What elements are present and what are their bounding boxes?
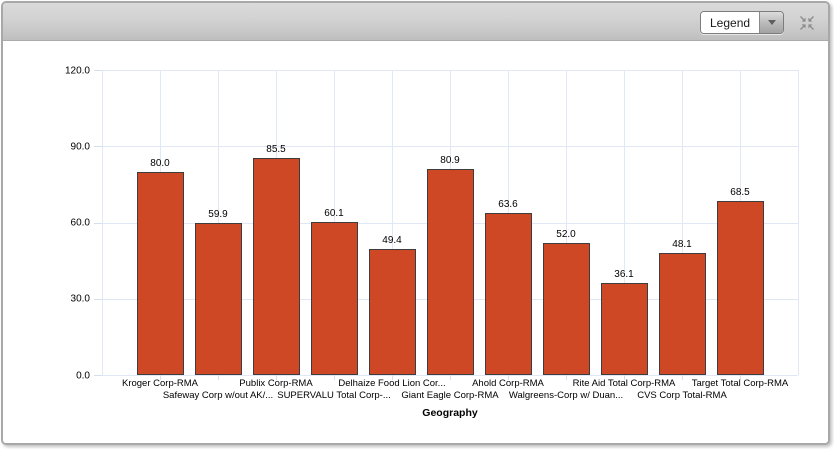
bar[interactable] [600, 283, 648, 375]
legend-dropdown[interactable]: Legend [700, 11, 784, 34]
bar[interactable] [484, 213, 532, 375]
y-tick-label: 0.0 [76, 370, 90, 381]
legend-dropdown-value[interactable]: Legend [701, 12, 759, 33]
collapse-arrows-icon [800, 16, 814, 30]
y-axis-line [102, 70, 103, 375]
x-axis-tick [740, 375, 741, 380]
x-category-label: Rite Aid Total Corp-RMA [572, 378, 676, 389]
bar[interactable] [194, 222, 242, 375]
x-category-label: Target Total Corp-RMA [691, 378, 789, 389]
x-category-label: SUPERVALU Total Corp-... [277, 390, 391, 401]
y-axis-tick [94, 375, 102, 376]
x-gridline [566, 70, 567, 375]
chevron-down-icon [767, 20, 776, 25]
bar[interactable] [252, 157, 300, 375]
bar-value-label: 68.5 [730, 186, 750, 198]
x-axis-tick [566, 375, 567, 380]
x-category-label: Delhaize Food Lion Cor... [338, 378, 446, 389]
x-axis-tick [508, 375, 509, 380]
bar-value-label: 60.1 [324, 208, 344, 220]
x-category-label: Ahold Corp-RMA [472, 378, 544, 389]
x-gridline [392, 70, 393, 375]
x-gridline [218, 70, 219, 375]
x-axis-tick [218, 375, 219, 380]
bar-value-label: 52.0 [556, 228, 576, 240]
x-gridline [682, 70, 683, 375]
bar[interactable] [716, 200, 764, 375]
bar-value-label: 48.1 [672, 238, 692, 250]
bar-value-label: 80.0 [150, 157, 170, 169]
bar[interactable] [136, 171, 184, 375]
x-axis-tick [392, 375, 393, 380]
y-tick-label: 30.0 [70, 293, 90, 305]
x-axis-tick [334, 375, 335, 380]
bar[interactable] [310, 222, 358, 375]
x-axis-tick [624, 375, 625, 380]
bar[interactable] [542, 242, 590, 375]
y-axis-tick [94, 70, 102, 71]
bar-value-label: 63.6 [498, 199, 518, 211]
x-axis-tick [450, 375, 451, 380]
bar[interactable] [426, 169, 474, 375]
x-axis-tick [682, 375, 683, 380]
x-axis-tick [160, 375, 161, 380]
x-category-label: Giant Eagle Corp-RMA [401, 390, 499, 401]
y-tick-label: 60.0 [70, 217, 90, 229]
legend-dropdown-button[interactable] [759, 12, 783, 33]
y-axis-tick [94, 146, 102, 148]
x-gridline [798, 70, 799, 375]
bar-value-label: 36.1 [614, 269, 634, 281]
bar-chart: 0.0 30.0 60.0 90.0 120.0 80.0 Kroger Corp-RMA 5… [3, 42, 828, 443]
widget-titlebar: Legend [3, 3, 828, 41]
x-axis-tick [276, 375, 277, 380]
bar-value-label: 49.4 [382, 235, 402, 247]
bar-value-label: 59.9 [208, 208, 228, 220]
y-tick-label: 120.0 [64, 65, 90, 76]
x-category-label: Kroger Corp-RMA [121, 378, 199, 389]
y-tick-label: 90.0 [70, 141, 90, 153]
x-category-label: Safeway Corp w/out AK/... [162, 390, 274, 401]
collapse-button[interactable] [798, 14, 816, 32]
x-category-label: Walgreens-Corp w/ Duan... [508, 390, 624, 401]
x-axis-title: Geography [422, 407, 478, 419]
bar[interactable] [368, 249, 416, 375]
bar-value-label: 80.9 [440, 155, 460, 167]
bar[interactable] [658, 252, 706, 375]
x-category-label: Publix Corp-RMA [239, 378, 313, 389]
x-gridline [624, 70, 625, 375]
x-category-label: CVS Corp Total-RMA [637, 390, 727, 401]
y-axis-tick [94, 298, 102, 300]
y-axis-tick [94, 222, 102, 224]
bar-value-label: 85.5 [266, 143, 286, 155]
